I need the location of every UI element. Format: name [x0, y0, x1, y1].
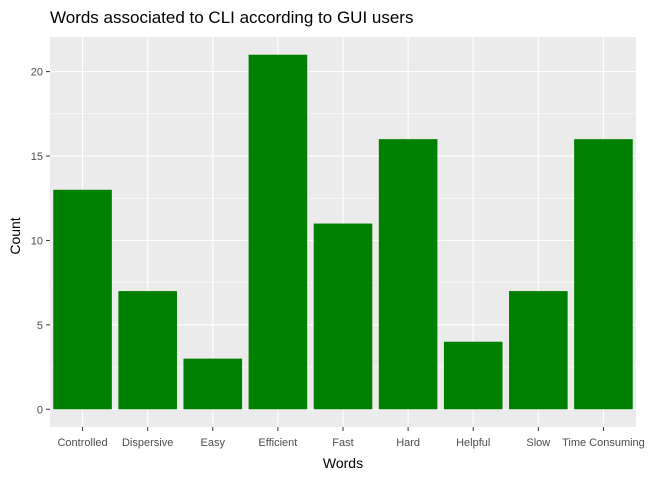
bar: [509, 291, 568, 410]
y-tick-label: 15: [31, 151, 43, 163]
bar: [378, 139, 438, 410]
bar: [574, 139, 633, 410]
y-tick-label: 5: [37, 320, 43, 332]
bar: [248, 54, 308, 410]
x-tick-label: Helpful: [456, 437, 490, 449]
x-tick-label: Efficient: [258, 437, 297, 449]
y-tick-label: 20: [31, 67, 43, 79]
x-axis-title: Words: [323, 455, 363, 471]
x-tick-label: Easy: [201, 437, 226, 449]
x-tick-label: Hard: [396, 437, 420, 449]
x-tick-label: Slow: [526, 437, 550, 449]
chart-title: Words associated to CLI according to GUI…: [50, 8, 413, 27]
bar: [118, 291, 177, 410]
bar: [313, 223, 373, 410]
y-tick-label: 0: [37, 404, 43, 416]
x-tick-label: Fast: [332, 437, 353, 449]
x-axis: Controlled Dispersive Easy Efficient Fast Har…: [57, 427, 645, 449]
bars: [53, 54, 633, 410]
x-tick-label: Controlled: [57, 437, 107, 449]
bar: [53, 189, 112, 410]
bar: [183, 358, 243, 410]
x-tick-label: Time Consuming: [562, 437, 645, 449]
y-axis: 0 5 10 15 20: [31, 67, 50, 416]
x-tick-label: Dispersive: [122, 437, 173, 449]
y-axis-title: Count: [7, 217, 23, 254]
y-tick-label: 10: [31, 235, 43, 247]
bar: [443, 341, 503, 410]
